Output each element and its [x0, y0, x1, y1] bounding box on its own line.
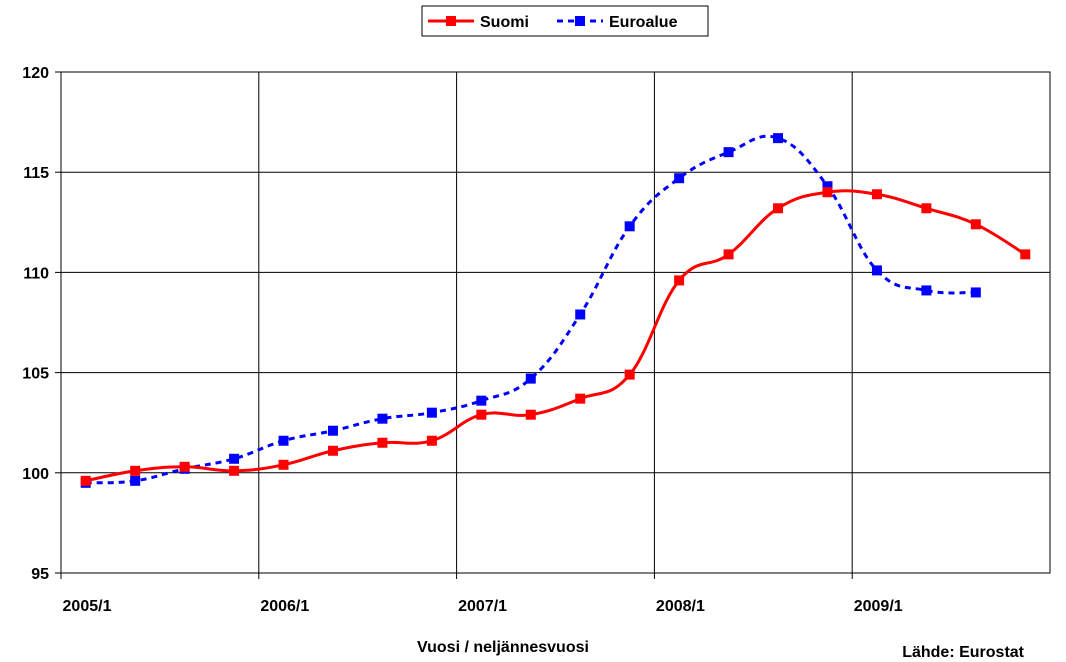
data-point-euroalue	[377, 413, 388, 424]
y-tick-label: 110	[23, 265, 49, 282]
x-tick-label: 2007/1	[458, 598, 507, 615]
data-point-suomi	[723, 249, 734, 260]
data-point-euroalue	[278, 435, 289, 446]
legend-label-suomi: Suomi	[480, 14, 529, 31]
data-point-euroalue	[327, 425, 338, 436]
data-point-suomi	[674, 275, 685, 286]
x-tick-label: 2006/1	[260, 598, 309, 615]
data-point-euroalue	[871, 265, 882, 276]
data-point-euroalue	[723, 147, 734, 158]
y-tick-label: 100	[22, 466, 49, 483]
data-point-euroalue	[476, 395, 487, 406]
y-tick-label: 95	[31, 566, 49, 583]
series-line-suomi	[85, 189, 1027, 483]
data-point-suomi	[773, 203, 784, 214]
data-point-suomi	[921, 203, 932, 214]
data-point-suomi	[229, 465, 240, 476]
data-point-suomi	[1020, 249, 1031, 260]
x-tick-label: 2008/1	[656, 598, 705, 615]
data-point-euroalue	[229, 453, 240, 464]
data-point-euroalue	[921, 285, 932, 296]
plot-border	[60, 71, 1051, 574]
data-point-suomi	[327, 445, 338, 456]
data-point-suomi	[970, 219, 981, 230]
data-point-suomi	[476, 409, 487, 420]
x-axis-ticks: 2005/1 2006/1 2007/1 2008/1 2009/1	[60, 573, 903, 615]
data-point-euroalue	[822, 181, 833, 192]
data-point-suomi	[822, 187, 833, 198]
y-axis-ticks: 95 100 105 110 115 120	[22, 65, 61, 583]
data-point-euroalue	[575, 309, 586, 320]
legend-euroalue-marker-icon	[575, 16, 585, 26]
y-tick-label: 120	[22, 65, 49, 82]
y-tick-label: 105	[22, 366, 49, 383]
legend-label-euroalue: Euroalue	[609, 14, 678, 31]
legend: Suomi Euroalue	[421, 5, 709, 37]
data-point-euroalue	[773, 133, 784, 144]
plot-area	[60, 71, 1051, 574]
data-point-suomi	[377, 437, 388, 448]
data-point-euroalue	[674, 173, 685, 184]
data-point-euroalue	[426, 407, 437, 418]
data-point-euroalue	[624, 221, 635, 232]
x-tick-label: 2005/1	[63, 598, 112, 615]
data-point-suomi	[624, 369, 635, 380]
legend-suomi-marker-icon	[446, 16, 456, 26]
data-point-suomi	[278, 459, 289, 470]
data-point-suomi	[80, 475, 91, 486]
data-point-suomi	[871, 189, 882, 200]
data-point-suomi	[426, 435, 437, 446]
data-point-euroalue	[130, 475, 141, 486]
source-note: Lähde: Eurostat	[902, 644, 1024, 661]
x-tick-label: 2009/1	[854, 598, 903, 615]
data-point-suomi	[130, 465, 141, 476]
data-point-euroalue	[970, 287, 981, 298]
data-point-euroalue	[525, 373, 536, 384]
data-point-suomi	[179, 461, 190, 472]
y-tick-label: 115	[23, 165, 49, 182]
data-point-suomi	[575, 393, 586, 404]
x-axis-title: Vuosi / neljännesvuosi	[417, 639, 589, 656]
data-point-suomi	[525, 409, 536, 420]
